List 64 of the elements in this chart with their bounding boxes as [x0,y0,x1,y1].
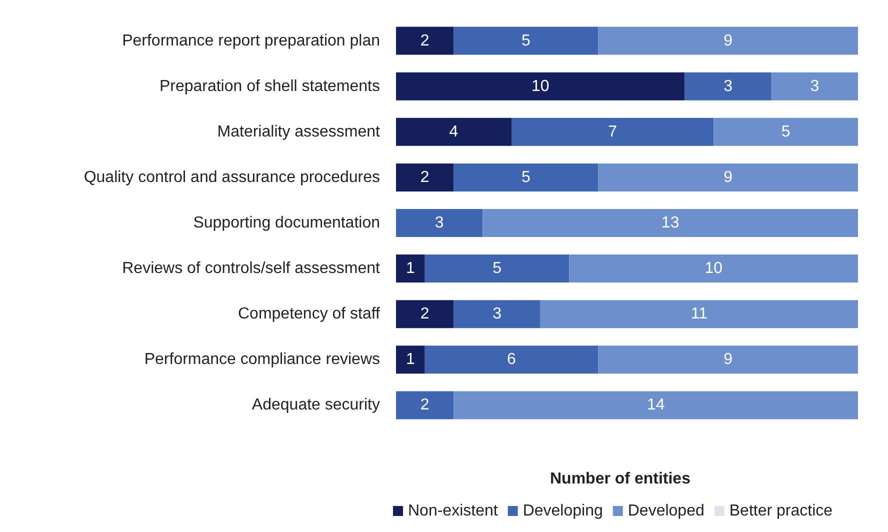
bar [771,72,858,100]
y-tick-label: Preparation of shell statements [159,78,380,95]
bar [482,209,858,237]
x-axis-title: Number of entities [550,470,691,488]
data-label: 3 [492,306,502,323]
data-label: 10 [531,78,550,95]
y-tick-label: Performance compliance reviews [144,351,380,368]
bar [424,346,598,374]
bar [598,26,858,55]
data-label: 1 [406,260,415,278]
data-label: 9 [724,168,733,186]
data-label: 3 [434,214,444,232]
legend-label: Non-existent [408,502,498,520]
legend-label: Developed [628,502,704,520]
bar [569,254,858,283]
data-label: 2 [420,396,430,414]
bar [598,163,858,192]
data-label: 11 [690,306,708,323]
y-tick-label: Adequate security [252,396,380,414]
bar [396,254,425,283]
bar [684,72,772,100]
bar [598,346,858,374]
bar [396,118,512,146]
data-label: 9 [724,351,733,368]
data-label: 1 [406,351,415,368]
y-tick-label: Materiality assessment [217,123,381,140]
y-tick-label: Supporting documentation [193,214,380,232]
data-label: 2 [420,306,430,323]
data-label: 7 [608,123,618,140]
data-label: 10 [704,260,723,278]
y-tick-label: Reviews of controls/self assessment [122,260,381,278]
data-label: 3 [810,78,820,95]
y-tick-label: Performance report preparation plan [122,32,380,50]
legend-label: Better practice [729,502,833,520]
data-label: 5 [521,168,530,186]
data-label: 5 [781,123,790,140]
data-label: 14 [646,396,665,414]
bar [454,300,540,328]
data-label: 13 [661,214,680,232]
bar [396,72,685,100]
data-label: 2 [420,168,430,186]
bar [714,118,858,146]
bar [396,209,483,237]
data-label: 3 [724,78,733,95]
bar [454,26,598,55]
data-label: 4 [449,123,458,140]
data-label: 2 [420,32,430,50]
legend-label: Developing [522,502,603,520]
y-tick-label: Competency of staff [238,306,381,323]
y-tick-label: Quality control and assurance procedures [84,168,380,186]
bar [540,300,858,328]
bar [396,391,454,420]
data-label: 5 [521,32,530,50]
bar [424,254,570,283]
bar [454,163,598,192]
bar [396,26,454,55]
bar [396,346,425,374]
bar [454,391,858,420]
bar [512,118,714,146]
data-label: 5 [492,260,502,278]
data-label: 9 [724,32,733,50]
bar [396,300,454,328]
bar [396,163,454,192]
data-label: 6 [507,351,516,368]
